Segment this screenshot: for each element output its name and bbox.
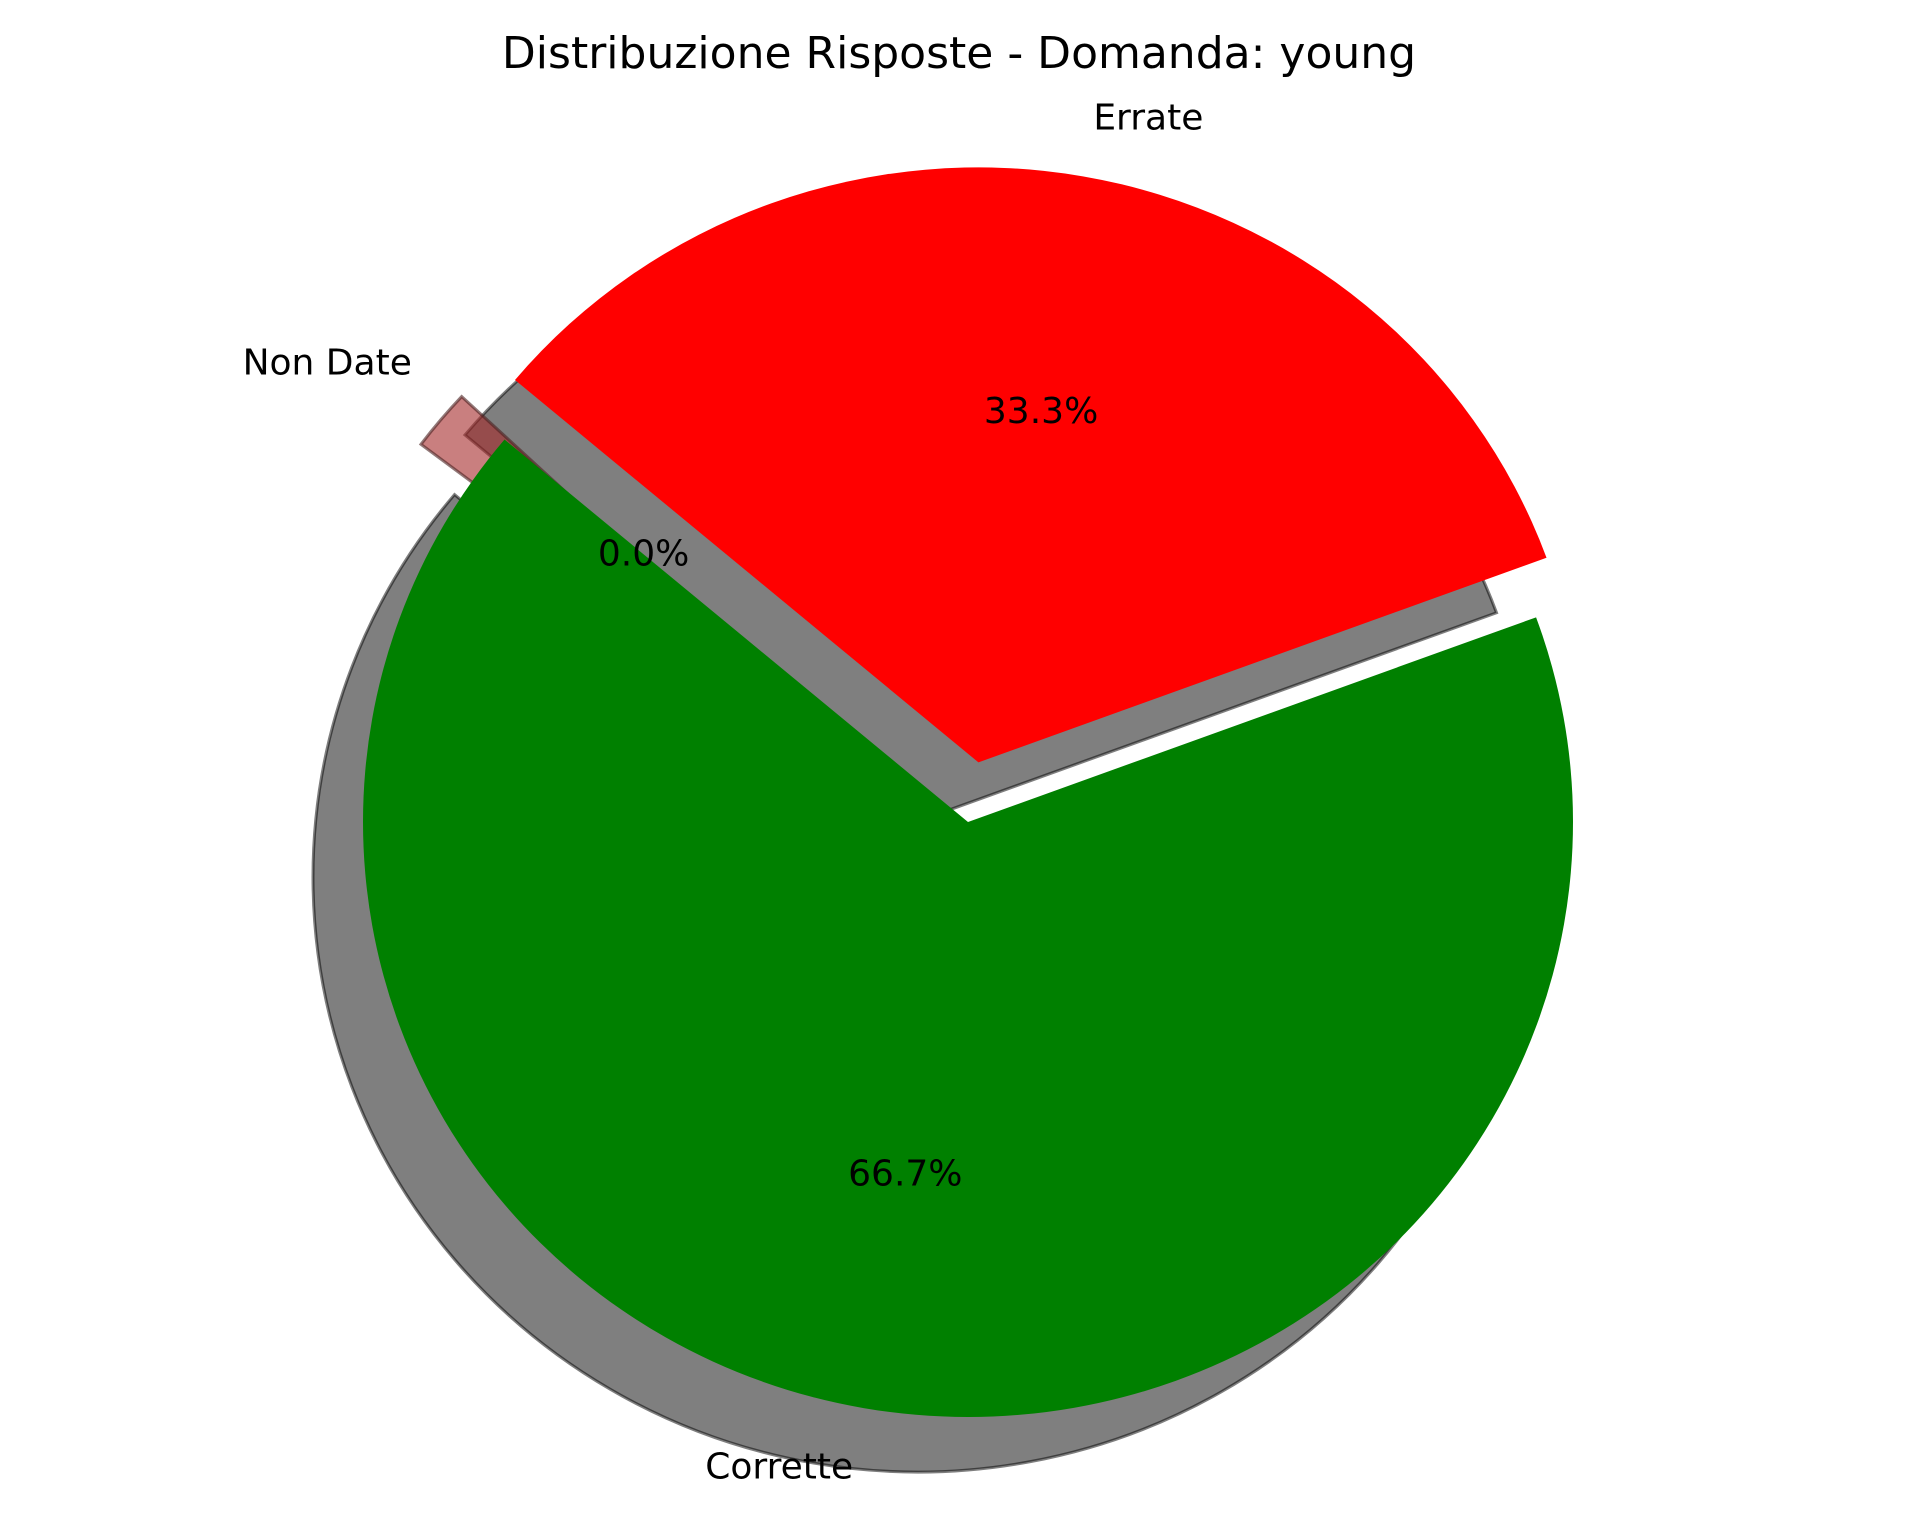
- pct-label-non-date: 0.0%: [598, 534, 689, 575]
- pct-label-errate: 33.3%: [984, 391, 1098, 432]
- label-layer: Corrette 66.7% Errate 33.3% Non Date 0.0%: [243, 98, 1204, 1488]
- slice-layer: [363, 167, 1574, 1417]
- slice-label-errate: Errate: [1093, 98, 1203, 139]
- slice-label-non-date: Non Date: [243, 342, 412, 383]
- chart-title: Distribuzione Risposte - Domanda: young: [502, 28, 1416, 79]
- pct-label-corrette: 66.7%: [848, 1154, 962, 1195]
- slice-label-corrette: Corrette: [705, 1447, 853, 1488]
- pie-slice-corrette: [363, 439, 1574, 1417]
- pie-slice-errate: [514, 167, 1547, 763]
